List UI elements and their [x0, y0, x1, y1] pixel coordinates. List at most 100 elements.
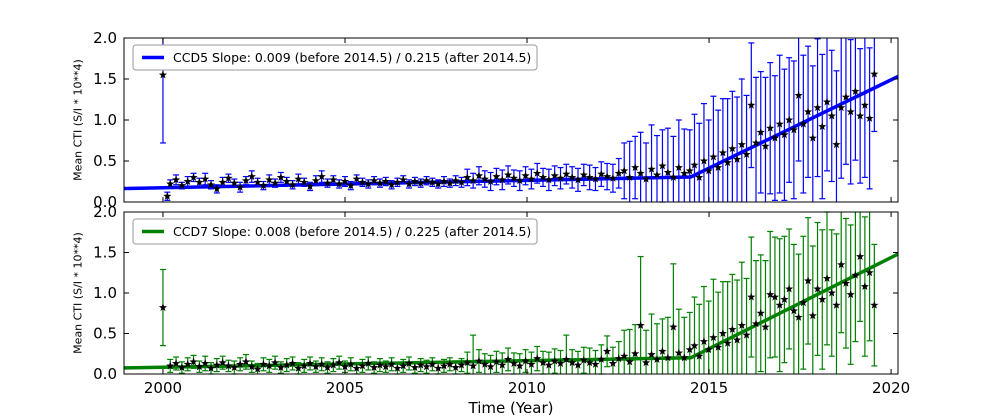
data-point-marker — [364, 359, 373, 367]
data-point-marker — [177, 181, 186, 190]
data-point-marker — [416, 360, 425, 369]
x-tick-label: 2015 — [690, 379, 728, 397]
data-point-marker — [486, 362, 495, 371]
data-point-marker — [856, 111, 865, 120]
data-point-marker — [550, 356, 559, 365]
data-point-marker — [761, 141, 770, 150]
data-point-marker — [393, 178, 402, 186]
data-point-marker — [533, 354, 542, 363]
data-point-marker — [756, 128, 765, 136]
data-point-marker — [614, 169, 623, 177]
data-point-marker — [832, 300, 841, 309]
data-point-marker — [856, 252, 865, 261]
data-point-marker — [631, 163, 640, 172]
data-point-marker — [177, 363, 186, 371]
data-point-marker — [808, 133, 817, 142]
y-tick-label: 0.0 — [93, 365, 117, 383]
data-point-marker — [474, 171, 484, 180]
data-point-marker — [346, 181, 355, 190]
data-point-marker — [695, 351, 704, 360]
data-point-marker — [335, 358, 344, 367]
data-point-marker — [690, 341, 699, 350]
y-tick-label: 0.5 — [93, 152, 117, 170]
data-point-marker — [647, 350, 656, 359]
data-point-marker — [818, 295, 827, 303]
data-point-marker — [538, 173, 548, 181]
data-point-marker — [352, 174, 361, 183]
data-point-marker — [568, 173, 577, 181]
data-point-marker — [504, 355, 513, 363]
data-point-marker — [463, 358, 472, 367]
data-point-marker — [300, 361, 309, 370]
data-point-marker — [860, 282, 869, 290]
legend-box — [132, 218, 538, 245]
data-point-marker — [709, 152, 718, 161]
data-point-marker — [158, 303, 168, 312]
data-point-marker — [271, 178, 280, 187]
data-point-marker — [439, 361, 449, 370]
data-point-marker — [498, 175, 507, 184]
data-point-marker — [579, 355, 588, 364]
data-point-marker — [230, 363, 239, 371]
data-point-marker — [195, 362, 204, 371]
data-point-marker — [550, 171, 559, 180]
data-point-marker — [521, 356, 530, 365]
data-point-marker — [410, 363, 419, 371]
data-point-marker — [358, 178, 367, 186]
data-point-marker — [614, 354, 623, 363]
data-point-marker — [183, 359, 192, 368]
data-point-marker — [294, 174, 303, 183]
data-point-marker — [766, 290, 775, 299]
data-point-marker — [300, 178, 309, 186]
data-point-marker — [841, 92, 851, 101]
data-point-marker — [728, 325, 737, 333]
data-point-marker — [770, 292, 780, 301]
data-point-marker — [827, 288, 836, 297]
data-point-marker — [236, 359, 245, 368]
data-point-marker — [742, 330, 751, 339]
data-point-marker — [195, 178, 204, 186]
data-point-marker — [346, 359, 355, 368]
data-point-marker — [597, 355, 606, 363]
data-point-marker — [288, 359, 297, 367]
data-point-marker — [387, 359, 396, 368]
data-point-marker — [625, 173, 634, 181]
data-point-marker — [851, 270, 860, 279]
data-point-marker — [515, 176, 524, 185]
data-point-marker — [538, 358, 548, 367]
data-point-marker — [381, 177, 390, 185]
data-point-marker — [827, 111, 836, 120]
data-point-marker — [457, 360, 466, 369]
data-point-marker — [323, 178, 332, 187]
data-point-marker — [451, 176, 460, 185]
data-point-marker — [808, 311, 817, 320]
data-point-marker — [544, 360, 553, 369]
data-point-marker — [699, 337, 709, 346]
data-point-marker — [785, 115, 794, 124]
data-point-marker — [680, 169, 689, 177]
data-point-marker — [253, 364, 262, 373]
data-point-marker — [841, 278, 851, 287]
data-point-marker — [709, 333, 718, 342]
data-point-marker — [669, 322, 678, 331]
data-point-marker — [480, 359, 489, 368]
data-point-marker — [822, 274, 832, 282]
data-point-marker — [865, 268, 874, 277]
data-point-marker — [822, 97, 832, 106]
data-point-marker — [737, 140, 746, 149]
data-point-marker — [870, 300, 879, 309]
data-point-marker — [813, 284, 822, 293]
data-point-marker — [305, 359, 315, 367]
data-point-marker — [620, 166, 629, 175]
data-point-marker — [445, 178, 454, 187]
data-point-marker — [732, 335, 742, 344]
data-point-marker — [647, 164, 656, 173]
data-point-marker — [674, 163, 683, 172]
data-point-marker — [556, 359, 565, 367]
data-point-marker — [171, 359, 181, 367]
data-point-marker — [276, 173, 285, 181]
data-point-marker — [434, 364, 443, 372]
data-point-marker — [393, 364, 402, 372]
data-point-marker — [556, 173, 565, 182]
